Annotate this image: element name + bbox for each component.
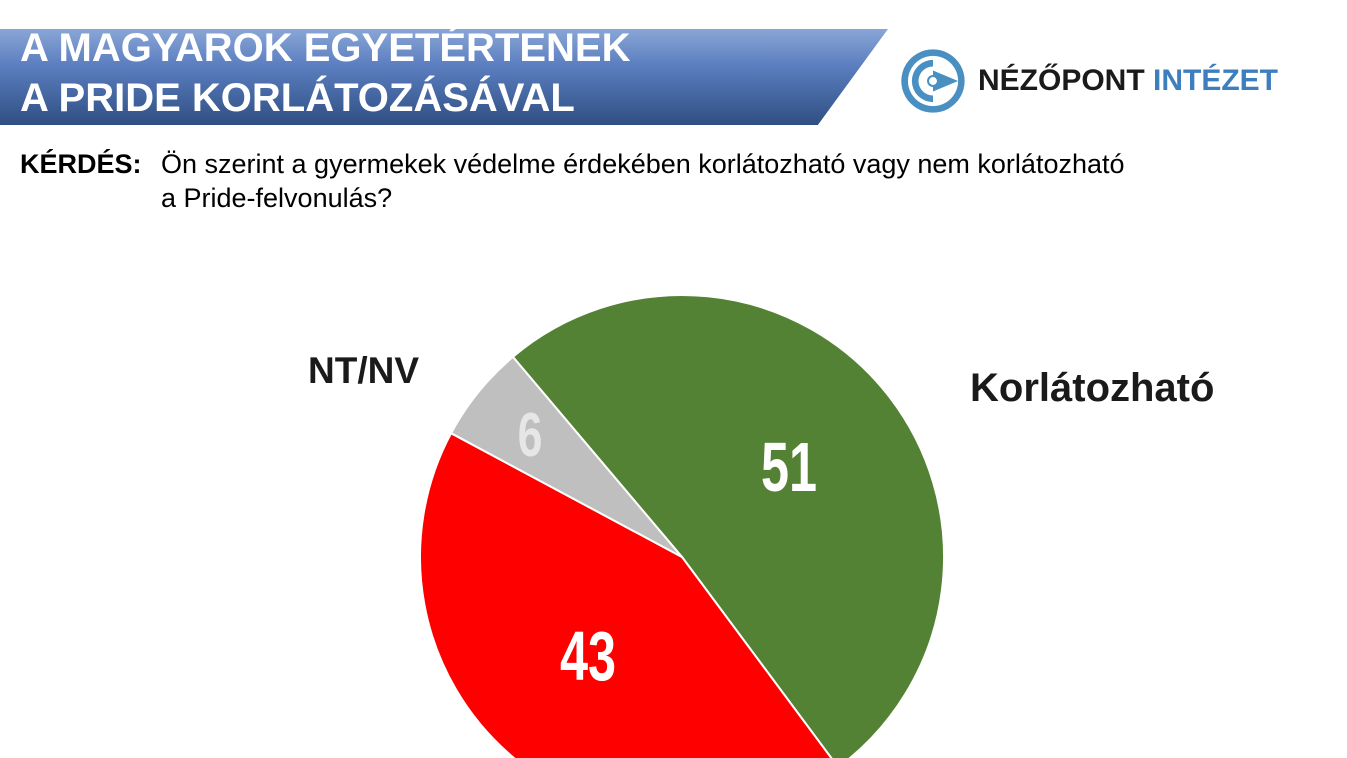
svg-text:43: 43 xyxy=(560,617,616,695)
svg-text:51: 51 xyxy=(761,428,817,506)
svg-text:6: 6 xyxy=(518,401,543,470)
